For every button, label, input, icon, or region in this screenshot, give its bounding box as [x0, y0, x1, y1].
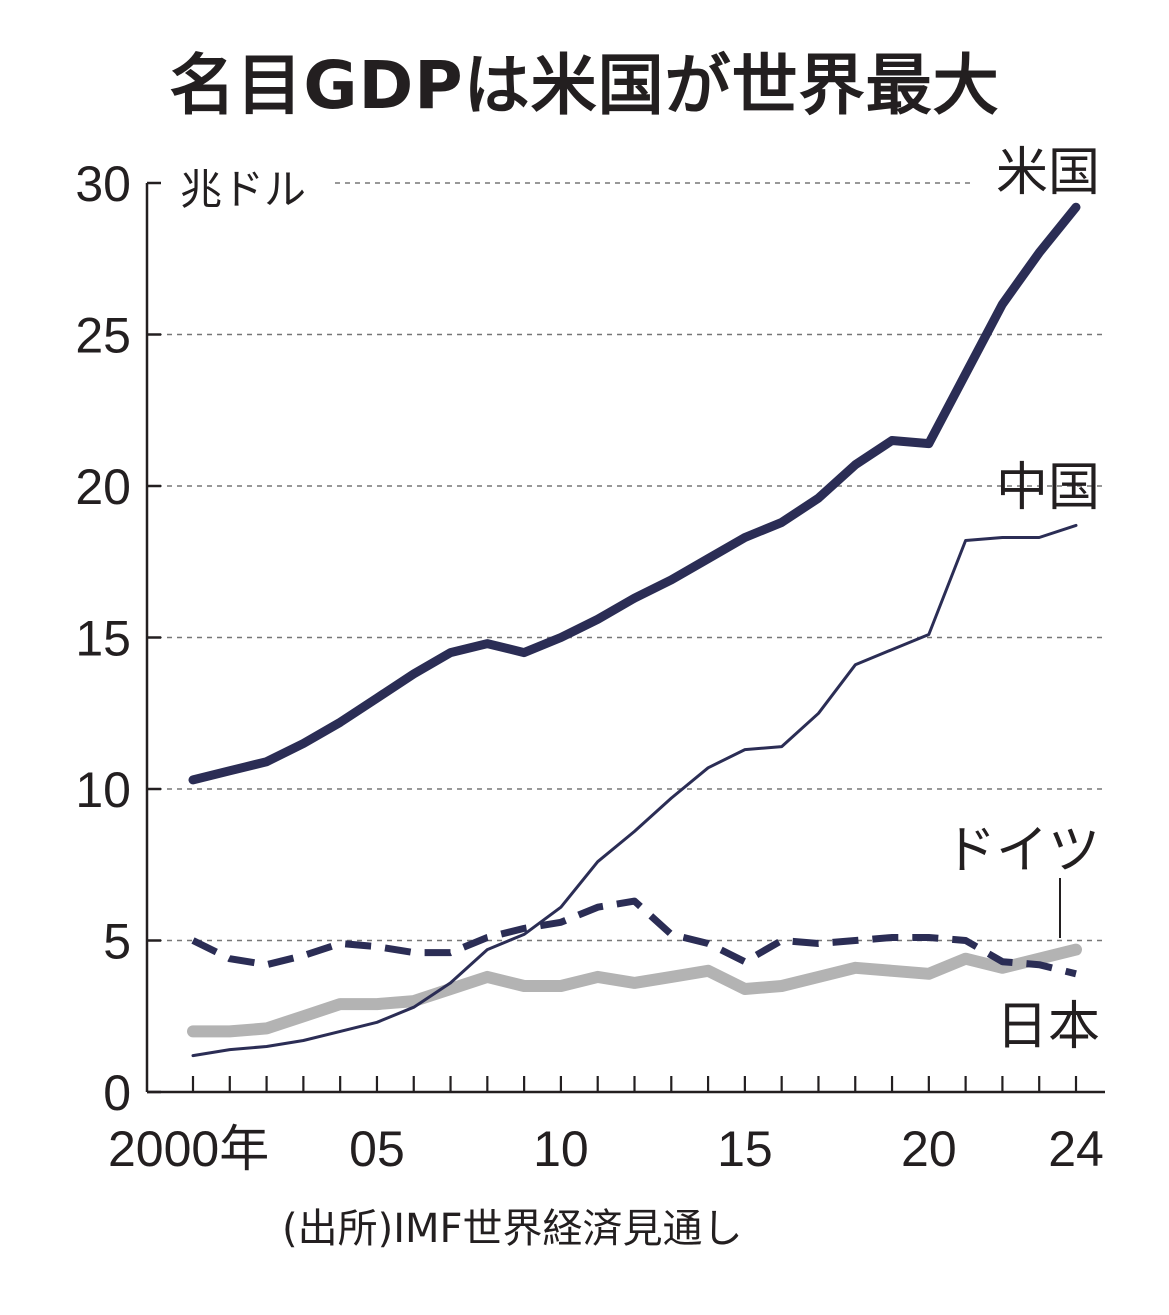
y-axis-unit: 兆ドル — [180, 165, 306, 214]
x-tick-label-2020: 20 — [901, 1121, 957, 1177]
source-note: (出所)IMF世界経済見通し — [282, 1206, 743, 1252]
y-tick-label-20: 20 — [75, 459, 131, 515]
x-tick-label-2015: 15 — [717, 1121, 773, 1177]
x-tick-label-2010: 10 — [533, 1121, 589, 1177]
y-tick-label-25: 25 — [75, 308, 131, 364]
series-line-1 — [191, 523, 1078, 1058]
grid-lines — [147, 182, 1105, 942]
x-tick-label-2024: 24 — [1048, 1121, 1104, 1177]
y-tick-label-30: 30 — [75, 156, 131, 212]
x-axis-ticks: 2000年 05 10 15 20 24 — [108, 1076, 1104, 1177]
series-label-3: 日本 — [996, 997, 1100, 1057]
x-tick-label-2005: 05 — [349, 1121, 405, 1177]
y-axis-ticks: 0 5 10 15 20 25 30 — [75, 156, 161, 1121]
series-label-0: 米国 — [996, 143, 1100, 203]
y-tick-label-0: 0 — [103, 1065, 131, 1121]
y-tick-label-15: 15 — [75, 611, 131, 667]
chart-title: 名目GDPは米国が世界最大 — [169, 47, 1000, 124]
series-line-0 — [188, 202, 1081, 785]
series-label-2: ドイツ — [944, 821, 1100, 881]
series-line-3 — [187, 943, 1082, 1038]
series-label-1: 中国 — [996, 458, 1100, 518]
y-tick-label-5: 5 — [103, 914, 131, 970]
series-lines — [187, 202, 1082, 1058]
y-tick-label-10: 10 — [75, 762, 131, 818]
series-line-2 — [191, 897, 1077, 978]
x-tick-label-2000: 2000年 — [108, 1121, 269, 1177]
